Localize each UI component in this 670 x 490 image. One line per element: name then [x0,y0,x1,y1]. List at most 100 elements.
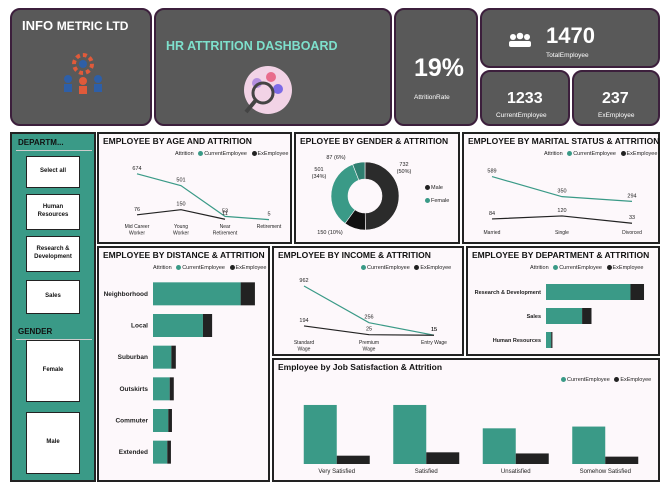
x-tick-label: Young [174,224,188,230]
income-attrition-panel: EMPLOYEE BY INCOME & ATTRITION CurrentEm… [272,246,464,356]
data-label: 674 [132,166,141,172]
marital-legend: Attrition CurrentEmployee ExEmployee [544,151,657,157]
total-employee-label: TotalEmployee [546,52,589,59]
income-legend-current: CurrentEmployee [367,265,410,271]
series-line-exemployee [136,209,226,220]
x-tick-label: Premium [359,340,379,346]
age-legend-ex-icon [251,151,257,156]
attrition-rate-label: AttritionRate [414,94,450,101]
slice-label: 732 [399,162,408,168]
bar-ex [240,282,255,306]
data-label: 150 [176,202,185,208]
bar-current [153,345,172,369]
income-legend-ex: ExEmployee [420,265,452,271]
total-employee-value: 1470 [546,23,595,48]
marital-legend-ex-icon [620,151,626,156]
page-title: HR ATTRITION DASHBOARD [166,39,338,53]
x-tick-label: Retirement [213,231,238,237]
attrition-rate-value: 19% [414,54,465,82]
series-line-currentemployee [303,285,435,336]
total-employee-card: 1470 TotalEmployee [480,8,660,68]
x-tick-label: Somehow Satisfied [580,469,631,475]
age-attrition-panel: EMPLOYEE BY AGE AND ATTRITION Attrition … [97,132,292,244]
slice-label: 501 [314,167,323,173]
bar-ex [202,314,213,337]
company-name: INFO METRIC LTD [22,18,128,33]
distance-legend-current-icon [176,265,182,270]
gender-attrition-panel: EPLOYEE BY GENDER & ATTRITION 732 (50%) 15… [294,132,460,244]
marital-line-chart: 589 350 294 84 120 33 Married Single Divorced [484,169,643,236]
x-tick-label: Very Satisfied [318,469,355,475]
distance-legend: Attrition CurrentEmployee ExEmployee [153,265,266,271]
ex-employee-label: ExEmployee [598,112,635,119]
data-label: 589 [487,169,496,175]
data-label: 76 [134,207,140,213]
donut-slice [364,161,400,231]
department-slicer-title: DEPARTM... [18,138,64,147]
satisfaction-bar-chart: Very Satisfied Satisfied Unsatisfied Someho… [303,404,639,475]
slicer-sales[interactable]: Sales [26,280,80,314]
department-attrition-panel: EMPLOYEE BY DEPARTMENT & ATTRITION Attri… [466,246,660,356]
slicer-female[interactable]: Female [26,340,80,402]
age-chart-title: EMPLOYEE BY AGE AND ATTRITION [103,136,252,146]
income-legend-ex-icon [414,265,420,270]
data-label: 53 [222,208,228,214]
x-tick-label: Worker [173,231,189,237]
department-chart-title: EMPLOYEE BY DEPARTMENT & ATTRITION [472,250,650,260]
x-tick-label: Divorced [622,230,642,236]
data-label: 15 [431,327,437,333]
magnifier-people-icon [244,66,292,114]
gender-legend-male: Male [422,185,443,191]
y-tick-label: Extended [119,449,148,456]
bar-current [153,314,203,337]
series-line-exemployee [303,325,435,336]
y-tick-label: Sales [527,314,541,320]
current-employee-card: 1233 CurrentEmployee [480,70,570,126]
department-legend-current-icon [553,265,559,270]
series-line-currentemployee [136,173,270,221]
bar-ex [168,409,172,432]
marital-legend-ex: ExEmployee [626,151,658,157]
slicer-male[interactable]: Male [26,412,80,474]
attrition-rate-card: 19% AttritionRate [394,8,478,126]
satisfaction-legend-current: CurrentEmployee [567,377,610,383]
department-legend-attrition: Attrition [530,265,549,271]
y-tick-label: Local [131,323,148,330]
x-tick-label: Wage [363,347,376,353]
bar-ex [336,455,370,464]
bar-current [546,284,631,300]
data-label: 294 [627,193,636,199]
data-label: 15 [431,327,437,333]
bar-current [546,308,583,324]
satisfaction-legend-current-icon [561,377,566,382]
x-tick-label: Mid Career [125,224,150,230]
company-name-left: INFO [22,18,54,33]
bar-current [153,377,170,401]
gender-slicer-divider [16,339,92,340]
marital-attrition-panel: EMPLOYEE BY MARITAL STATUS & ATTRITION A… [462,132,660,244]
income-legend: CurrentEmployee ExEmployee [358,265,451,271]
data-label: 33 [629,215,635,221]
x-tick-label: Near [220,224,231,230]
ex-employee-value: 237 [602,90,629,107]
department-legend-ex-icon [606,265,612,270]
data-label: 194 [299,318,308,324]
slicer-human-resources[interactable]: Human Resources [26,194,80,230]
current-employee-value: 1233 [507,90,543,107]
y-tick-label: Outskirts [119,386,148,393]
x-tick-label: Standard [294,340,315,346]
income-chart-title: EMPLOYEE BY INCOME & ATTRITION [278,250,431,260]
y-tick-label: Human Resources [493,338,541,344]
slicer-research-development[interactable]: Research & Development [26,236,80,272]
marital-chart-title: EMPLOYEE BY MARITAL STATUS & ATTRITION [468,136,660,146]
bar-ex [169,377,174,401]
marital-legend-attrition: Attrition [544,151,563,157]
slice-label: 87 (6%) [326,155,345,161]
slicer-select-all[interactable]: Select all [26,156,80,188]
x-tick-label: Satisfied [415,469,438,475]
bar-current [153,440,168,464]
series-line-currentemployee [491,176,633,202]
income-legend-current-icon [361,265,366,270]
department-legend-ex: ExEmployee [612,265,644,271]
